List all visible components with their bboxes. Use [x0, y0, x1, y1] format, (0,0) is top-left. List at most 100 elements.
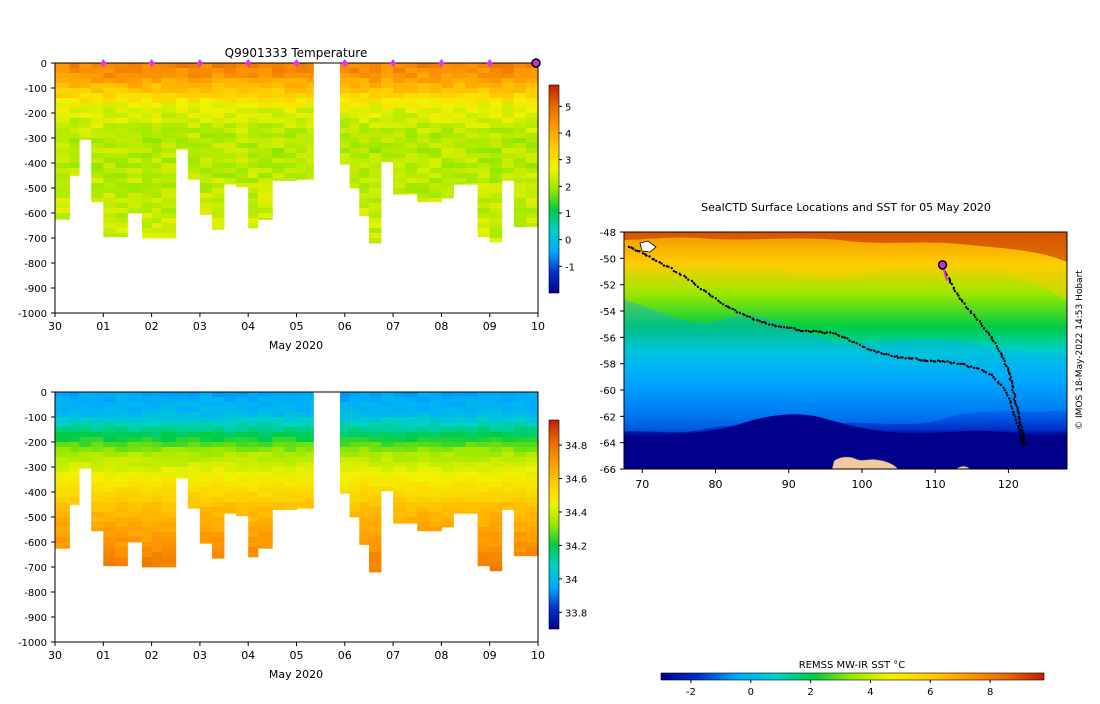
salinity-cast	[187, 392, 201, 509]
salinity-cell	[393, 492, 406, 498]
track-west-point	[812, 329, 815, 333]
temperature-cell	[489, 123, 503, 129]
salinity-cell	[417, 447, 430, 453]
track-west-point	[674, 270, 678, 274]
salinity-cell	[359, 527, 370, 533]
track-west-point	[709, 294, 712, 297]
salinity-cell	[405, 522, 418, 524]
temperature-cell	[257, 93, 273, 99]
temperature-cast	[211, 63, 225, 230]
salinity-cell	[272, 467, 285, 473]
temperature-cell	[151, 78, 162, 84]
salinity-cell	[257, 407, 273, 413]
salinity-cell	[103, 557, 116, 563]
salinity-cell	[151, 422, 162, 428]
temperature-cell	[187, 113, 201, 119]
track-east-point	[987, 331, 990, 334]
temperature-cell	[393, 98, 406, 104]
temperature-cell	[151, 233, 162, 239]
temperature-cell	[359, 143, 370, 149]
salinity-cell	[151, 552, 162, 558]
temperature-cell	[211, 143, 225, 149]
temperature-cell	[368, 93, 382, 99]
salinity-cell	[339, 432, 351, 438]
salinity-cell	[417, 417, 430, 423]
salinity-cell	[513, 432, 527, 438]
temperature-cell	[429, 163, 442, 169]
salinity-cell	[339, 397, 351, 403]
salinity-cell	[115, 557, 128, 563]
salinity-cell	[368, 472, 382, 478]
salinity-cast	[55, 392, 70, 549]
salinity-cell	[465, 402, 479, 408]
salinity-cell	[248, 552, 259, 558]
x-tick-label: 02	[145, 320, 159, 333]
salinity-cell	[55, 462, 70, 468]
salinity-cell	[381, 397, 394, 403]
salinity-cell	[199, 537, 213, 543]
temperature-cell	[525, 133, 539, 139]
temperature-cell	[187, 118, 201, 124]
temperature-cell	[441, 73, 454, 79]
temperature-cell	[161, 193, 177, 199]
temperature-cell	[91, 73, 104, 79]
salinity-cell	[257, 532, 273, 538]
salinity-cell	[151, 397, 162, 403]
temperature-cell	[441, 83, 454, 89]
salinity-cell	[417, 472, 430, 478]
temperature-cell	[429, 133, 442, 139]
track-west-point	[743, 313, 746, 317]
track-west-point	[785, 326, 789, 329]
salinity-cell	[525, 482, 539, 488]
track-west-point	[977, 367, 980, 370]
temperature-cell	[151, 138, 162, 144]
salinity-cell	[199, 432, 213, 438]
track-west-point	[970, 365, 973, 368]
temperature-cell	[453, 83, 466, 89]
temperature-cell	[55, 108, 70, 114]
salinity-cell	[417, 497, 430, 503]
temperature-cell	[405, 103, 418, 109]
temperature-cell	[306, 78, 314, 84]
salinity-cell	[55, 452, 70, 458]
temperature-cell	[429, 173, 442, 179]
temperature-cell	[525, 203, 539, 209]
temperature-cell	[381, 123, 394, 129]
salinity-cell	[349, 477, 360, 483]
temperature-cell	[79, 123, 92, 129]
salinity-cell	[513, 532, 527, 538]
salinity-cell	[224, 422, 237, 428]
temperature-cell	[211, 133, 225, 139]
salinity-cell	[236, 397, 249, 403]
temperature-cell	[211, 78, 225, 84]
salinity-cell	[501, 412, 515, 418]
track-west-point	[984, 371, 988, 374]
salinity-cell	[141, 472, 152, 478]
salinity-cell	[141, 497, 152, 503]
temperature-cell	[224, 138, 237, 144]
temperature-cell	[501, 143, 515, 149]
salinity-cell	[272, 502, 285, 508]
temperature-cell	[257, 113, 273, 119]
track-west-point	[841, 335, 844, 339]
temperature-cell	[417, 148, 430, 154]
temperature-cell	[359, 133, 370, 139]
salinity-cell	[91, 442, 104, 448]
salinity-cell	[141, 402, 152, 408]
temperature-cell	[393, 108, 406, 114]
temperature-cell	[141, 228, 152, 234]
temperature-cell	[257, 163, 273, 169]
track-west-point	[667, 265, 670, 268]
salinity-cell	[489, 467, 503, 473]
salinity-cell	[175, 442, 189, 448]
temperature-cell	[513, 143, 527, 149]
track-east-point	[1005, 364, 1008, 368]
track-west-point	[746, 315, 749, 318]
salinity-cell	[257, 522, 273, 528]
temperature-cell	[211, 88, 225, 94]
salinity-cell	[161, 467, 177, 473]
salinity-cell	[175, 397, 189, 403]
salinity-cell	[465, 417, 479, 423]
salinity-cell	[405, 402, 418, 408]
track-west-point	[764, 322, 768, 325]
